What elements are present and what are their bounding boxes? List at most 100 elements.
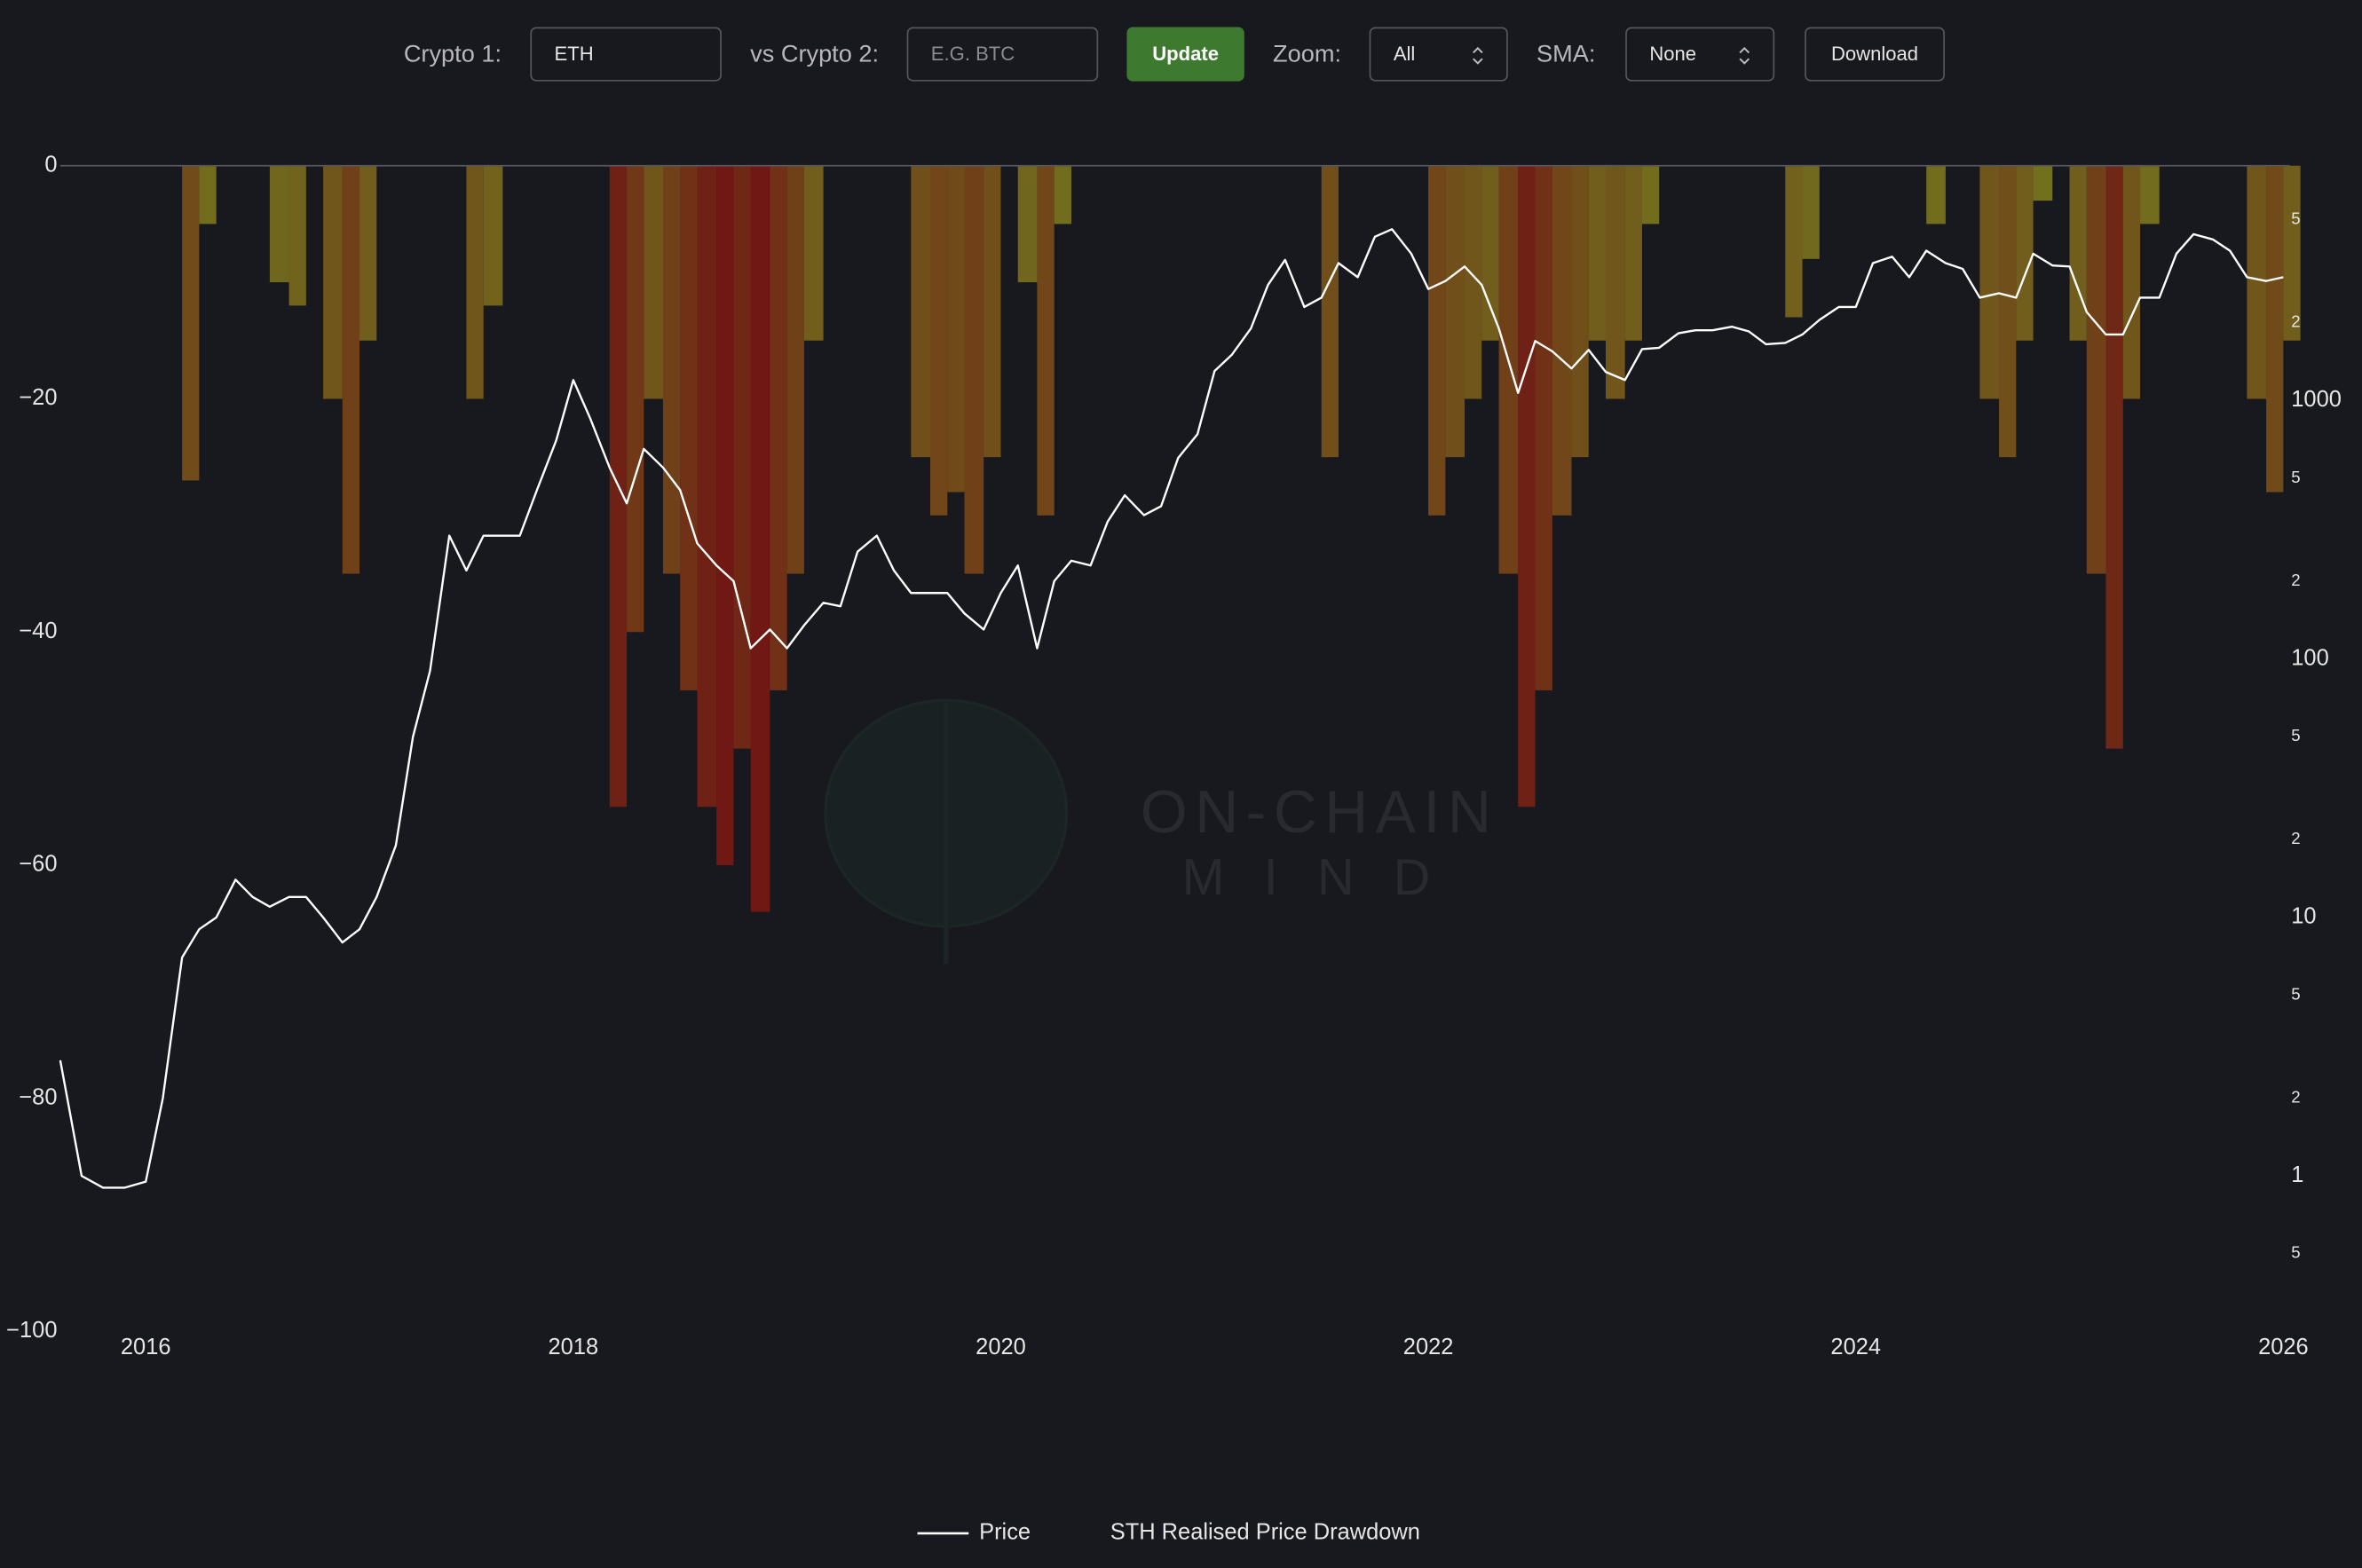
watermark-text: ON-CHAIN bbox=[1141, 779, 1498, 846]
drawdown-bar bbox=[1979, 165, 2000, 399]
drawdown-bar bbox=[1465, 165, 1482, 399]
drawdown-bar bbox=[2086, 165, 2106, 574]
drawdown-bar bbox=[2283, 165, 2301, 341]
drawdown-bar bbox=[1017, 165, 1038, 283]
crypto2-input[interactable]: E.G. BTC bbox=[906, 27, 1099, 82]
y2-tick-label: 2 bbox=[2291, 571, 2300, 589]
x-tick-label: 2016 bbox=[121, 1335, 171, 1359]
y2-tick-label: 2 bbox=[2291, 1087, 2300, 1106]
drawdown-bar bbox=[716, 165, 734, 865]
drawdown-bar bbox=[2247, 165, 2267, 399]
crypto2-label: vs Crypto 2: bbox=[750, 42, 880, 68]
select-arrow bbox=[1473, 46, 1483, 65]
drawdown-bar bbox=[2266, 165, 2284, 492]
drawdown-bar bbox=[182, 165, 200, 481]
y2-tick-label: 5 bbox=[2291, 468, 2300, 486]
drawdown-bar bbox=[342, 165, 360, 574]
y2-tick-label: 100 bbox=[2291, 645, 2328, 670]
update-button[interactable]: Update bbox=[1126, 27, 1244, 82]
drawdown-bar bbox=[199, 165, 217, 225]
drawdown-bar bbox=[984, 165, 1001, 458]
drawdown-bar bbox=[323, 165, 343, 399]
drawdown-bar bbox=[680, 165, 698, 690]
legend-label: STH Realised Price Drawdown bbox=[1110, 1520, 1420, 1545]
drawdown-bar bbox=[964, 165, 984, 574]
drawdown-bar bbox=[1445, 165, 1465, 458]
drawdown-bar bbox=[1321, 165, 1339, 458]
y-tick-label: −80 bbox=[19, 1084, 57, 1109]
drawdown-bar bbox=[483, 165, 503, 306]
drawdown-bar bbox=[1037, 165, 1055, 516]
drawdown-bar bbox=[1428, 165, 1446, 516]
drawdown-bar bbox=[1535, 165, 1552, 690]
drawdown-bar bbox=[662, 165, 681, 574]
drawdown-bar bbox=[2105, 165, 2123, 749]
y2-tick-label: 5 bbox=[2291, 984, 2300, 1003]
download-button[interactable]: Download bbox=[1805, 27, 1945, 82]
y2-tick-label: 1 bbox=[2291, 1162, 2303, 1187]
drawdown-bar bbox=[627, 165, 644, 633]
drawdown-bar bbox=[1588, 165, 1606, 341]
crypto1-input[interactable]: ETH bbox=[530, 27, 722, 82]
drawdown-bar bbox=[911, 165, 931, 458]
drawdown-bar bbox=[288, 165, 306, 306]
x-tick-label: 2026 bbox=[2258, 1335, 2309, 1359]
drawdown-bar bbox=[359, 165, 377, 341]
x-tick-label: 2018 bbox=[549, 1335, 599, 1359]
price-line bbox=[59, 228, 2284, 1189]
y2-tick-label: 5 bbox=[2291, 209, 2300, 228]
drawdown-bar bbox=[1481, 165, 1499, 341]
drawdown-bar bbox=[1054, 165, 1071, 225]
legend-label: Price bbox=[979, 1520, 1031, 1545]
sma-select[interactable]: None bbox=[1625, 27, 1775, 82]
watermark: ON-CHAIN MIND bbox=[824, 698, 1498, 965]
x-tick-label: 2020 bbox=[976, 1335, 1026, 1359]
drawdown-bar bbox=[2016, 165, 2034, 341]
sma-label: SMA: bbox=[1536, 42, 1596, 68]
bar-layer bbox=[182, 165, 2301, 912]
drawdown-bar bbox=[2140, 165, 2160, 225]
y-tick-label: −40 bbox=[19, 619, 57, 643]
y-tick-label: −60 bbox=[19, 852, 57, 877]
y-tick-label: −20 bbox=[19, 385, 57, 410]
drawdown-bar bbox=[803, 165, 824, 341]
drawdown-bar bbox=[2069, 165, 2087, 341]
watermark-text: MIND bbox=[1182, 849, 1470, 906]
x-tick-label: 2024 bbox=[1830, 1335, 1881, 1359]
drawdown-bar bbox=[1518, 165, 1536, 808]
drawdown-bar bbox=[644, 165, 663, 399]
select-arrow bbox=[1739, 46, 1750, 65]
drawdown-bar bbox=[930, 165, 948, 516]
drawdown-bar bbox=[1498, 165, 1519, 574]
drawdown-bar bbox=[697, 165, 717, 808]
zoom-label: Zoom: bbox=[1273, 42, 1342, 68]
drawdown-bar bbox=[1552, 165, 1572, 516]
drawdown-bar bbox=[1785, 165, 1803, 318]
drawdown-bar bbox=[750, 165, 770, 912]
drawdown-bar bbox=[1802, 165, 1820, 259]
y2-tick-label: 1000 bbox=[2291, 387, 2342, 412]
y-tick-label: −100 bbox=[6, 1318, 57, 1343]
drawdown-bar bbox=[733, 165, 751, 749]
y2-tick-label: 5 bbox=[2291, 1243, 2300, 1262]
y2-tick-label: 2 bbox=[2291, 829, 2300, 847]
drawdown-bar bbox=[1605, 165, 1625, 399]
drawdown-bar bbox=[947, 165, 965, 492]
drawdown-bar bbox=[786, 165, 804, 574]
y2-tick-label: 10 bbox=[2291, 904, 2316, 929]
drawdown-bar bbox=[1641, 165, 1660, 225]
crypto1-label: Crypto 1: bbox=[403, 42, 502, 68]
drawdown-bar bbox=[2033, 165, 2053, 201]
drawdown-bar bbox=[770, 165, 787, 690]
drawdown-bar bbox=[2122, 165, 2141, 399]
drawdown-bar bbox=[1571, 165, 1589, 458]
drawdown-bar bbox=[1624, 165, 1642, 341]
line-layer bbox=[59, 228, 2284, 1189]
y-tick-label: 0 bbox=[44, 152, 57, 177]
x-tick-label: 2022 bbox=[1403, 1335, 1454, 1359]
y2-tick-label: 2 bbox=[2291, 312, 2300, 331]
drawdown-bar bbox=[1999, 165, 2017, 458]
zoom-select[interactable]: All bbox=[1369, 27, 1508, 82]
